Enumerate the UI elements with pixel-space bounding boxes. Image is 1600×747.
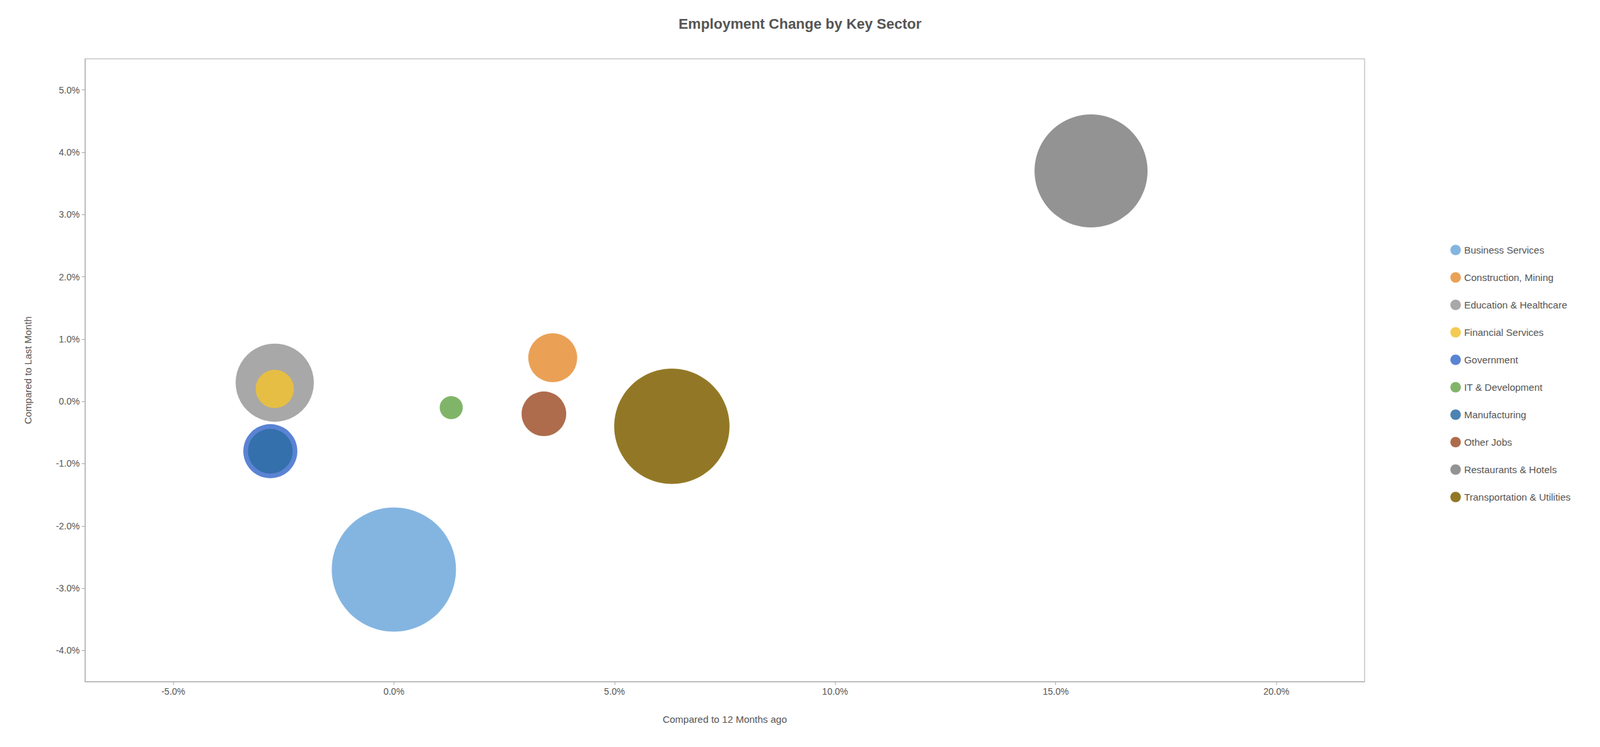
svg-text:20.0%: 20.0% [1263, 686, 1290, 698]
svg-text:Financial Services: Financial Services [1463, 326, 1544, 339]
svg-text:Compared to Last Month: Compared to Last Month [22, 316, 34, 425]
svg-text:Government: Government [1463, 354, 1519, 366]
svg-text:15.0%: 15.0% [1042, 686, 1070, 698]
svg-text:Manufacturing: Manufacturing [1463, 409, 1527, 421]
svg-text:-3.0%: -3.0% [55, 583, 80, 594]
svg-text:Restaurants & Hotels: Restaurants & Hotels [1463, 464, 1557, 476]
svg-text:Compared to 12 Months ago: Compared to 12 Months ago [662, 714, 787, 726]
svg-text:-4.0%: -4.0% [55, 645, 80, 656]
svg-text:3.0%: 3.0% [58, 209, 80, 220]
svg-text:Employment Change by Key Secto: Employment Change by Key Sector [678, 15, 922, 33]
svg-text:1.0%: 1.0% [58, 334, 80, 345]
svg-text:IT & Development: IT & Development [1463, 381, 1544, 393]
svg-text:4.0%: 4.0% [58, 147, 80, 158]
svg-text:-2.0%: -2.0% [55, 521, 80, 532]
svg-text:2.0%: 2.0% [58, 272, 80, 283]
svg-text:Business Services: Business Services [1463, 244, 1545, 256]
svg-text:0.0%: 0.0% [383, 686, 405, 698]
svg-text:5.0%: 5.0% [58, 85, 80, 96]
svg-text:Transportation & Utilities: Transportation & Utilities [1463, 491, 1571, 503]
svg-text:0.0%: 0.0% [58, 396, 80, 407]
svg-text:-5.0%: -5.0% [161, 686, 186, 698]
svg-text:10.0%: 10.0% [821, 686, 849, 698]
svg-text:5.0%: 5.0% [604, 686, 626, 698]
svg-text:Education & Healthcare: Education & Healthcare [1463, 299, 1568, 311]
svg-text:-1.0%: -1.0% [55, 458, 80, 469]
svg-text:Construction, Mining: Construction, Mining [1463, 272, 1554, 284]
svg-text:Other Jobs: Other Jobs [1463, 436, 1512, 448]
